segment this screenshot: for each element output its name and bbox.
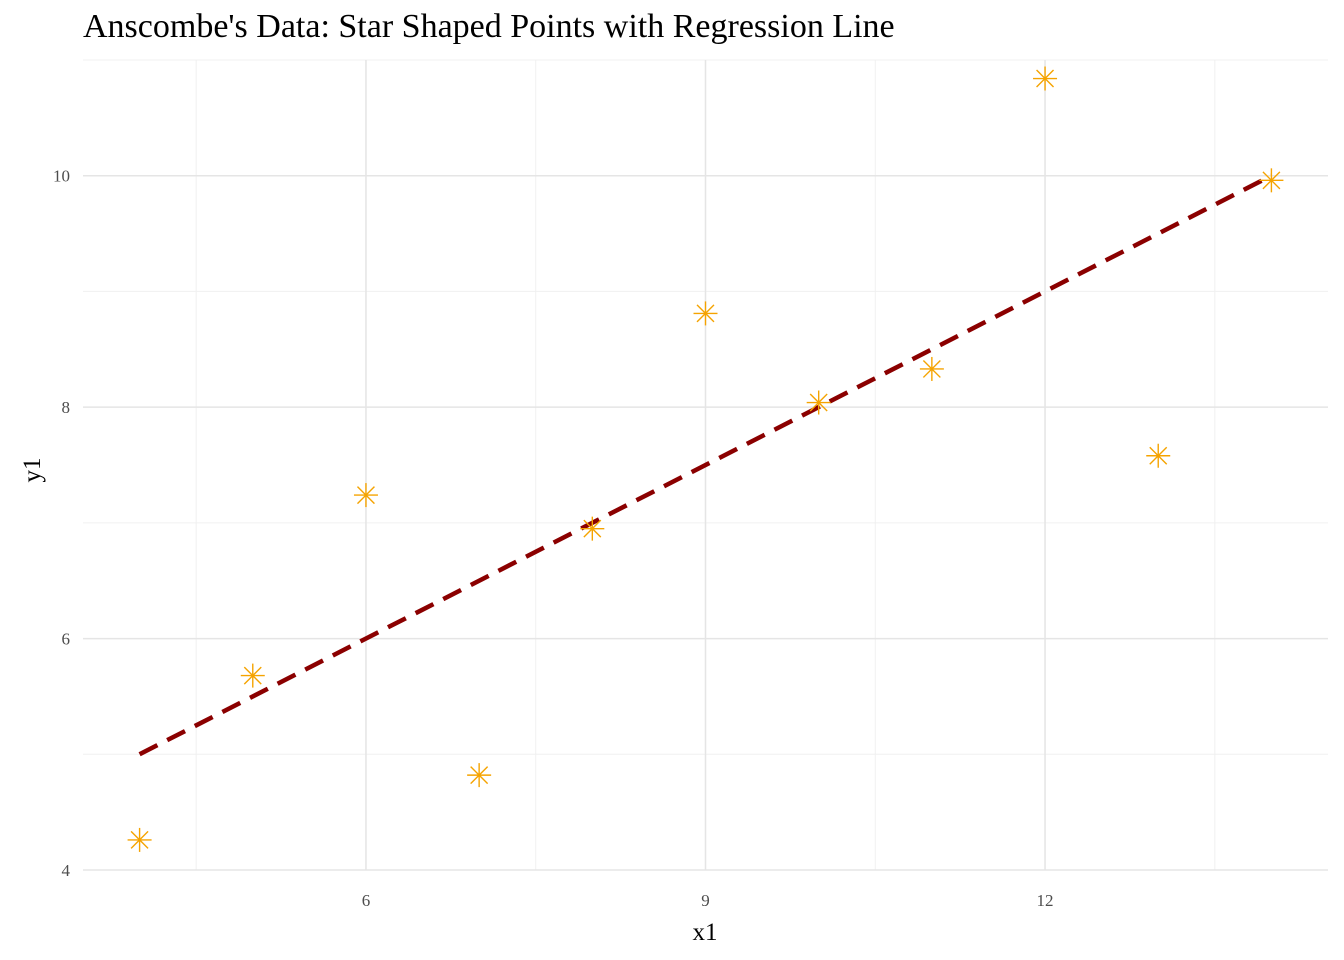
star-stroke (696, 304, 715, 323)
x-axis-ticks: 6 9 12 (362, 891, 1054, 910)
regression-line (138, 173, 1273, 757)
y-tick-label: 6 (62, 630, 71, 649)
star-point (919, 356, 944, 381)
x-axis-title: x1 (693, 919, 718, 946)
star-point (127, 827, 152, 852)
y-axis-ticks: 4 6 8 10 (53, 167, 71, 880)
star-stroke (1262, 171, 1281, 190)
regression-line-group (138, 173, 1273, 757)
y-axis-title: y1 (19, 458, 46, 483)
star-stroke (470, 766, 489, 785)
star-stroke (583, 519, 602, 538)
x-tick-label: 12 (1037, 891, 1054, 910)
star-stroke (1036, 69, 1055, 88)
star-point (1033, 66, 1058, 91)
chart-title: Anscombe's Data: Star Shaped Points with… (83, 8, 895, 45)
star-point (693, 301, 718, 326)
star-point (467, 763, 492, 788)
star-point (353, 483, 378, 508)
star-point (580, 516, 605, 541)
star-stroke (356, 486, 375, 505)
star-stroke (809, 393, 828, 412)
star-point (1146, 443, 1171, 468)
x-tick-label: 6 (362, 891, 371, 910)
y-tick-label: 10 (53, 167, 70, 186)
y-tick-label: 8 (62, 398, 71, 417)
x-tick-label: 9 (701, 891, 710, 910)
y-tick-label: 4 (62, 861, 71, 880)
star-point (1259, 168, 1284, 193)
star-stroke (130, 830, 149, 849)
star-point (240, 663, 265, 688)
star-stroke (922, 359, 941, 378)
star-stroke (1149, 446, 1168, 465)
data-points (127, 66, 1284, 852)
star-stroke (243, 666, 262, 685)
star-point (806, 390, 831, 415)
